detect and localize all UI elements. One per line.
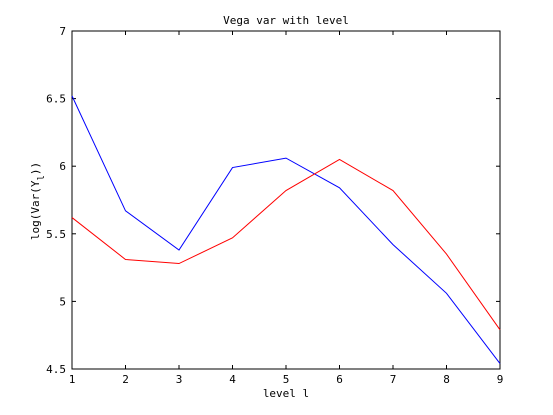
plot-frame (71, 30, 501, 370)
y-axis-label: log(Var(Yl)) (29, 162, 47, 240)
x-tick-label: 2 (122, 373, 129, 386)
chart-title: Vega var with level (223, 14, 349, 27)
y-axis: 4.5 5 5.5 6 6.5 7 (46, 25, 500, 376)
x-axis: 1 2 3 4 5 6 7 8 9 (69, 31, 504, 386)
plot-area (71, 30, 501, 370)
y-tick-label: 7 (59, 25, 66, 38)
x-tick-label: 3 (176, 373, 183, 386)
series-lines (71, 95, 501, 364)
x-tick-label: 7 (390, 373, 397, 386)
x-tick-label: 8 (443, 373, 450, 386)
x-tick-label: 1 (69, 373, 76, 386)
x-tick-label: 5 (283, 373, 290, 386)
series-line-1 (71, 95, 501, 364)
y-tick-label: 6.5 (46, 93, 66, 106)
x-axis-label: level l (263, 387, 309, 400)
series-line-2 (71, 158, 501, 331)
x-tick-label: 4 (229, 373, 236, 386)
x-tick-label: 6 (336, 373, 343, 386)
y-tick-label: 4.5 (46, 363, 66, 376)
y-tick-label: 5 (59, 295, 66, 308)
x-tick-label: 9 (497, 373, 504, 386)
y-tick-label: 5.5 (46, 228, 66, 241)
y-tick-label: 6 (59, 160, 66, 173)
